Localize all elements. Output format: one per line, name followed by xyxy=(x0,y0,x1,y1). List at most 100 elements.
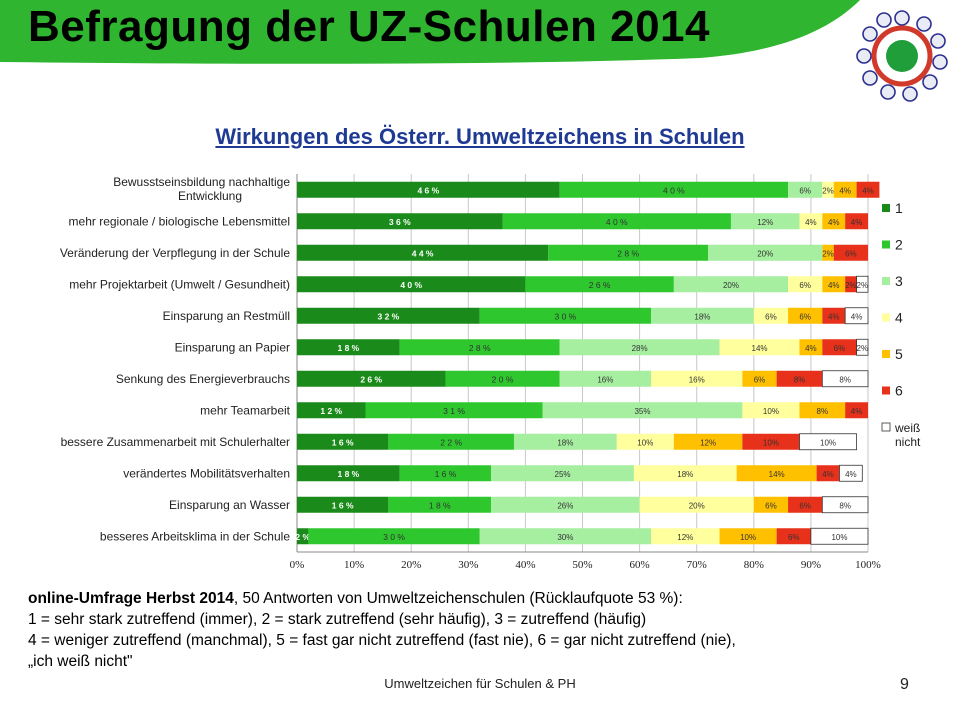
data-label: 1 6 % xyxy=(332,437,354,447)
x-tick-label: 70% xyxy=(687,559,707,571)
x-tick-label: 80% xyxy=(744,559,764,571)
data-label: 6% xyxy=(765,501,777,510)
legend: 1 2 3 4 5 6 weiß nicht xyxy=(881,200,921,449)
notes-line-2: 1 = sehr stark zutreffend (immer), 2 = s… xyxy=(28,611,647,628)
legend-label: weiß nicht xyxy=(894,421,921,449)
bar-segment xyxy=(753,307,789,324)
data-label: 4% xyxy=(851,218,863,227)
data-label: 25% xyxy=(555,470,571,479)
bar-segment xyxy=(799,433,857,451)
data-label: 10% xyxy=(763,407,779,416)
data-label: 10% xyxy=(820,438,836,447)
category-label: Einsparung an Wasser xyxy=(169,498,290,512)
bar-segment xyxy=(479,528,652,545)
survey-title: online-Umfrage Herbst 2014 xyxy=(28,590,234,607)
bar-segment xyxy=(651,370,743,387)
gridlines xyxy=(296,174,869,553)
bar-segment xyxy=(297,307,480,324)
bar-segment xyxy=(844,307,869,325)
data-label: 6% xyxy=(788,533,800,542)
data-label: 2% xyxy=(822,186,834,195)
bar-segment xyxy=(776,528,811,545)
data-label: 2 8 % xyxy=(617,248,639,258)
bar-segment xyxy=(673,433,743,450)
category-label: verändertes Mobilitätsverhalten xyxy=(123,466,290,480)
data-label: 4% xyxy=(805,344,817,353)
data-label: 4 0 % xyxy=(606,217,628,227)
data-label: 6% xyxy=(834,344,846,353)
bar-segment xyxy=(297,213,503,230)
data-label: 30% xyxy=(557,533,573,542)
bar-segment xyxy=(399,339,560,356)
bar-segment xyxy=(856,181,880,198)
category-label: mehr regionale / biologische Lebensmitte… xyxy=(69,214,290,228)
data-label: 6% xyxy=(799,281,811,290)
category-label-line: Bewusstseinsbildung nachhaltige xyxy=(113,175,290,189)
bar-segment xyxy=(297,496,389,513)
bar-segment xyxy=(559,370,652,387)
bar-segment xyxy=(788,276,823,293)
bar-segment xyxy=(559,339,720,356)
data-label: 8% xyxy=(839,501,851,510)
legend-label: 1 xyxy=(895,200,903,216)
legend-swatch xyxy=(882,277,890,285)
stacked-bar-chart: 4 6 % 4 0 % 6% 2% 4% 4%3 6 % 4 0 % 12% 4% 4% 4%4 4… xyxy=(60,174,921,571)
bar-segment xyxy=(542,402,743,419)
bar-segment xyxy=(651,528,720,545)
x-tick-label: 30% xyxy=(458,559,478,571)
category-label: Einsparung an Papier xyxy=(175,340,290,354)
data-label: 4% xyxy=(828,281,840,290)
data-label: 10% xyxy=(740,533,756,542)
data-label: 4% xyxy=(845,470,857,479)
data-label: 3 6 % xyxy=(389,217,411,227)
bar-segment xyxy=(816,465,840,482)
data-label: 20% xyxy=(723,281,739,290)
legend-swatch xyxy=(882,386,890,395)
bar-segment xyxy=(753,496,789,513)
legend-label: 2 xyxy=(895,237,903,253)
legend-swatch xyxy=(882,240,890,249)
notes-line-4: „ich weiß nicht" xyxy=(28,653,133,670)
data-label: 10% xyxy=(831,533,847,542)
data-label: 6% xyxy=(799,186,811,195)
bar-segment xyxy=(388,496,492,513)
data-label: 18% xyxy=(677,470,693,479)
bar-segment xyxy=(742,402,800,419)
x-tick-label: 50% xyxy=(572,559,592,571)
data-label: 8% xyxy=(839,375,851,384)
data-label: 3 1 % xyxy=(443,406,465,416)
data-label: 10% xyxy=(763,438,779,447)
data-label: 12% xyxy=(757,218,773,227)
bar-segment xyxy=(822,307,846,324)
bar-segment xyxy=(822,213,846,230)
data-label: 3 0 % xyxy=(383,532,405,542)
bar-segment xyxy=(730,213,800,230)
legend-swatch xyxy=(882,313,890,322)
data-label: 8% xyxy=(817,407,829,416)
data-label: 4 0 % xyxy=(663,185,685,195)
legend-swatch xyxy=(882,204,890,212)
bar-segment xyxy=(491,465,634,482)
data-label: 2 8 % xyxy=(469,343,491,353)
data-label: 6% xyxy=(845,249,857,258)
data-label: 2% xyxy=(822,249,834,258)
data-label: 4% xyxy=(828,312,840,321)
data-label: 1 6 % xyxy=(332,500,354,510)
bar-segment xyxy=(297,339,400,356)
x-axis-ticks: 0% 10% 20% 30% 40% 50% 60% 70% 80% 90% 100% xyxy=(290,559,881,571)
bar-segment xyxy=(799,213,823,230)
data-label: 1 8 % xyxy=(338,343,360,353)
bar-segment xyxy=(297,244,549,261)
bar-segment xyxy=(845,276,857,293)
category-label: Einsparung an Restmüll xyxy=(163,309,290,323)
bar-segment xyxy=(856,275,869,293)
data-label: 4% xyxy=(851,312,863,321)
x-tick-label: 100% xyxy=(855,559,881,571)
bar-segment xyxy=(616,433,674,450)
bar-segment xyxy=(833,244,868,261)
data-label: 2 0 % xyxy=(492,374,514,384)
bar-segment xyxy=(708,244,823,261)
bar-segment xyxy=(297,402,366,419)
notes-line-3: 4 = weniger zutreffend (manchmal), 5 = f… xyxy=(28,632,736,649)
data-label: 35% xyxy=(634,407,650,416)
